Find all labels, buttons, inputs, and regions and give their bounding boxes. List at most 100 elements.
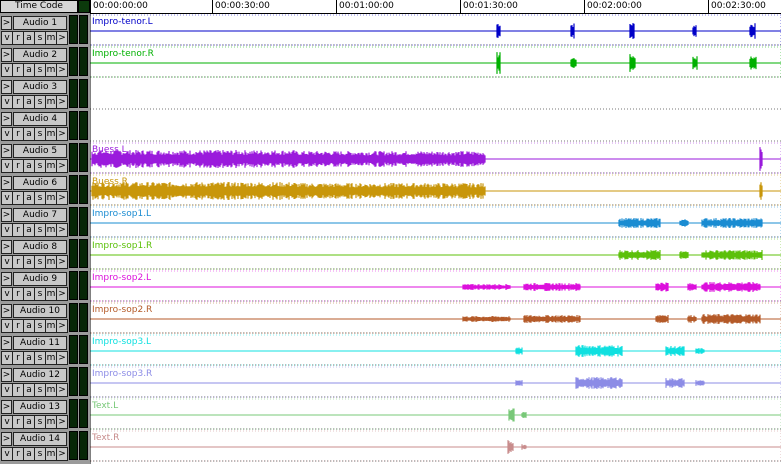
level-meter-right xyxy=(79,239,88,268)
record-enable-button[interactable]: r xyxy=(12,319,24,333)
track-options-button[interactable]: > xyxy=(56,63,68,77)
audio-waveform xyxy=(462,316,511,322)
expand-track-button[interactable]: > xyxy=(1,48,12,62)
track-name-button[interactable]: Audio 1 xyxy=(13,16,67,30)
track-name-button[interactable]: Audio 4 xyxy=(13,112,67,126)
region-name-label: Impro-tenor.L xyxy=(92,17,153,27)
track-options-button[interactable]: > xyxy=(56,319,68,333)
track-options-button[interactable]: > xyxy=(56,31,68,45)
audio-waveform xyxy=(679,219,689,227)
ruler-tick-label: 00:01:00:00 xyxy=(339,1,394,11)
level-meter-left xyxy=(69,207,78,236)
region-outline xyxy=(90,174,781,206)
expand-track-button[interactable]: > xyxy=(1,240,12,254)
level-meter-right xyxy=(79,207,88,236)
track-header: > Audio 13 v r a s m > xyxy=(0,398,90,430)
level-meter-right xyxy=(79,47,88,76)
expand-track-button[interactable]: > xyxy=(1,336,12,350)
mute-button[interactable]: m xyxy=(45,95,57,109)
track-name-button[interactable]: Audio 3 xyxy=(13,80,67,94)
audio-waveform xyxy=(759,147,763,171)
level-meter-right xyxy=(79,431,88,460)
track-options-button[interactable]: > xyxy=(56,191,68,205)
track-options-button[interactable]: > xyxy=(56,159,68,173)
automation-button[interactable]: a xyxy=(23,447,35,461)
solo-button[interactable]: s xyxy=(34,31,46,45)
track-name-button[interactable]: Audio 7 xyxy=(13,208,67,222)
expand-track-button[interactable]: > xyxy=(1,432,12,446)
audio-waveform xyxy=(749,23,756,39)
mute-button[interactable]: m xyxy=(45,255,57,269)
track-name-button[interactable]: Audio 14 xyxy=(13,432,67,446)
region-name-label: Impro-sop2.L xyxy=(92,273,151,283)
audio-waveform xyxy=(618,250,661,260)
expand-track-button[interactable]: > xyxy=(1,144,12,158)
region-outline xyxy=(90,206,781,238)
region-name-label: Text.R xyxy=(91,433,119,443)
ruler-tick-label: 00:02:30:00 xyxy=(711,1,766,11)
record-enable-button[interactable]: r xyxy=(12,223,24,237)
ruler-tick-label: 00:01:30:00 xyxy=(463,1,518,11)
track-options-button[interactable]: > xyxy=(56,223,68,237)
audio-waveform xyxy=(701,218,763,228)
record-enable-button[interactable]: r xyxy=(12,255,24,269)
track-name-button[interactable]: Audio 6 xyxy=(13,176,67,190)
level-meter-left xyxy=(69,335,78,364)
track-options-button[interactable]: > xyxy=(56,95,68,109)
track-name-button[interactable]: Audio 13 xyxy=(13,400,67,414)
audio-waveform xyxy=(521,412,527,418)
record-enable-button[interactable]: r xyxy=(12,287,24,301)
track-name-button[interactable]: Audio 2 xyxy=(13,48,67,62)
solo-button[interactable]: s xyxy=(34,127,46,141)
track-header: > Audio 8 v r a s m > xyxy=(0,238,90,270)
record-enable-button[interactable]: r xyxy=(12,63,24,77)
mute-button[interactable]: m xyxy=(45,223,57,237)
expand-track-button[interactable]: > xyxy=(1,208,12,222)
track-name-button[interactable]: Audio 5 xyxy=(13,144,67,158)
track-name-button[interactable]: Audio 9 xyxy=(13,272,67,286)
solo-button[interactable]: s xyxy=(34,159,46,173)
solo-button[interactable]: s xyxy=(34,287,46,301)
track-options-button[interactable]: > xyxy=(56,255,68,269)
track-name-button[interactable]: Audio 11 xyxy=(13,336,67,350)
track-name-button[interactable]: Audio 8 xyxy=(13,240,67,254)
expand-track-button[interactable]: > xyxy=(1,400,12,414)
track-header: > Audio 3 v r a s m > xyxy=(0,78,90,110)
track-options-button[interactable]: > xyxy=(56,127,68,141)
expand-track-button[interactable]: > xyxy=(1,112,12,126)
track-name-button[interactable]: Audio 12 xyxy=(13,368,67,382)
ruler-tick xyxy=(90,0,91,13)
audio-waveform xyxy=(496,24,501,38)
track-header: > Audio 10 v r a s m > xyxy=(0,302,90,334)
track-options-button[interactable]: > xyxy=(56,351,68,365)
timecode-ruler[interactable]: 00:00:00:00 00:00:30:00 00:01:00:00 00:01:3… xyxy=(90,0,781,14)
expand-track-button[interactable]: > xyxy=(1,368,12,382)
region-name-label: Impro-sop1.L xyxy=(92,209,151,219)
expand-track-button[interactable]: > xyxy=(1,272,12,286)
automation-button[interactable]: a xyxy=(23,415,35,429)
level-meter-right xyxy=(79,79,88,108)
expand-track-button[interactable]: > xyxy=(1,80,12,94)
voice-selector-button[interactable]: v xyxy=(1,191,13,205)
level-meter-left xyxy=(69,303,78,332)
record-enable-button[interactable]: r xyxy=(12,383,24,397)
track-header-panel: Time Code > Audio 1 v r a s m > > Audio 2 v r a s m > > A… xyxy=(0,0,90,464)
level-meter-left xyxy=(69,47,78,76)
mute-button[interactable]: m xyxy=(45,447,57,461)
audio-waveform xyxy=(570,23,575,39)
audio-waveform xyxy=(749,56,757,70)
solo-button[interactable]: s xyxy=(34,255,46,269)
expand-track-button[interactable]: > xyxy=(1,176,12,190)
audio-waveform xyxy=(701,314,761,324)
region-outline xyxy=(90,398,781,430)
track-name-button[interactable]: Audio 10 xyxy=(13,304,67,318)
expand-track-button[interactable]: > xyxy=(1,304,12,318)
track-lanes[interactable]: Impro-tenor.L Impro-tenor.R Buess.L Buess.R… xyxy=(90,14,781,464)
region-outline xyxy=(90,14,781,46)
track-options-button[interactable]: > xyxy=(56,287,68,301)
track-options-button[interactable]: > xyxy=(56,415,68,429)
track-options-button[interactable]: > xyxy=(56,383,68,397)
expand-track-button[interactable]: > xyxy=(1,16,12,30)
track-options-button[interactable]: > xyxy=(56,447,68,461)
